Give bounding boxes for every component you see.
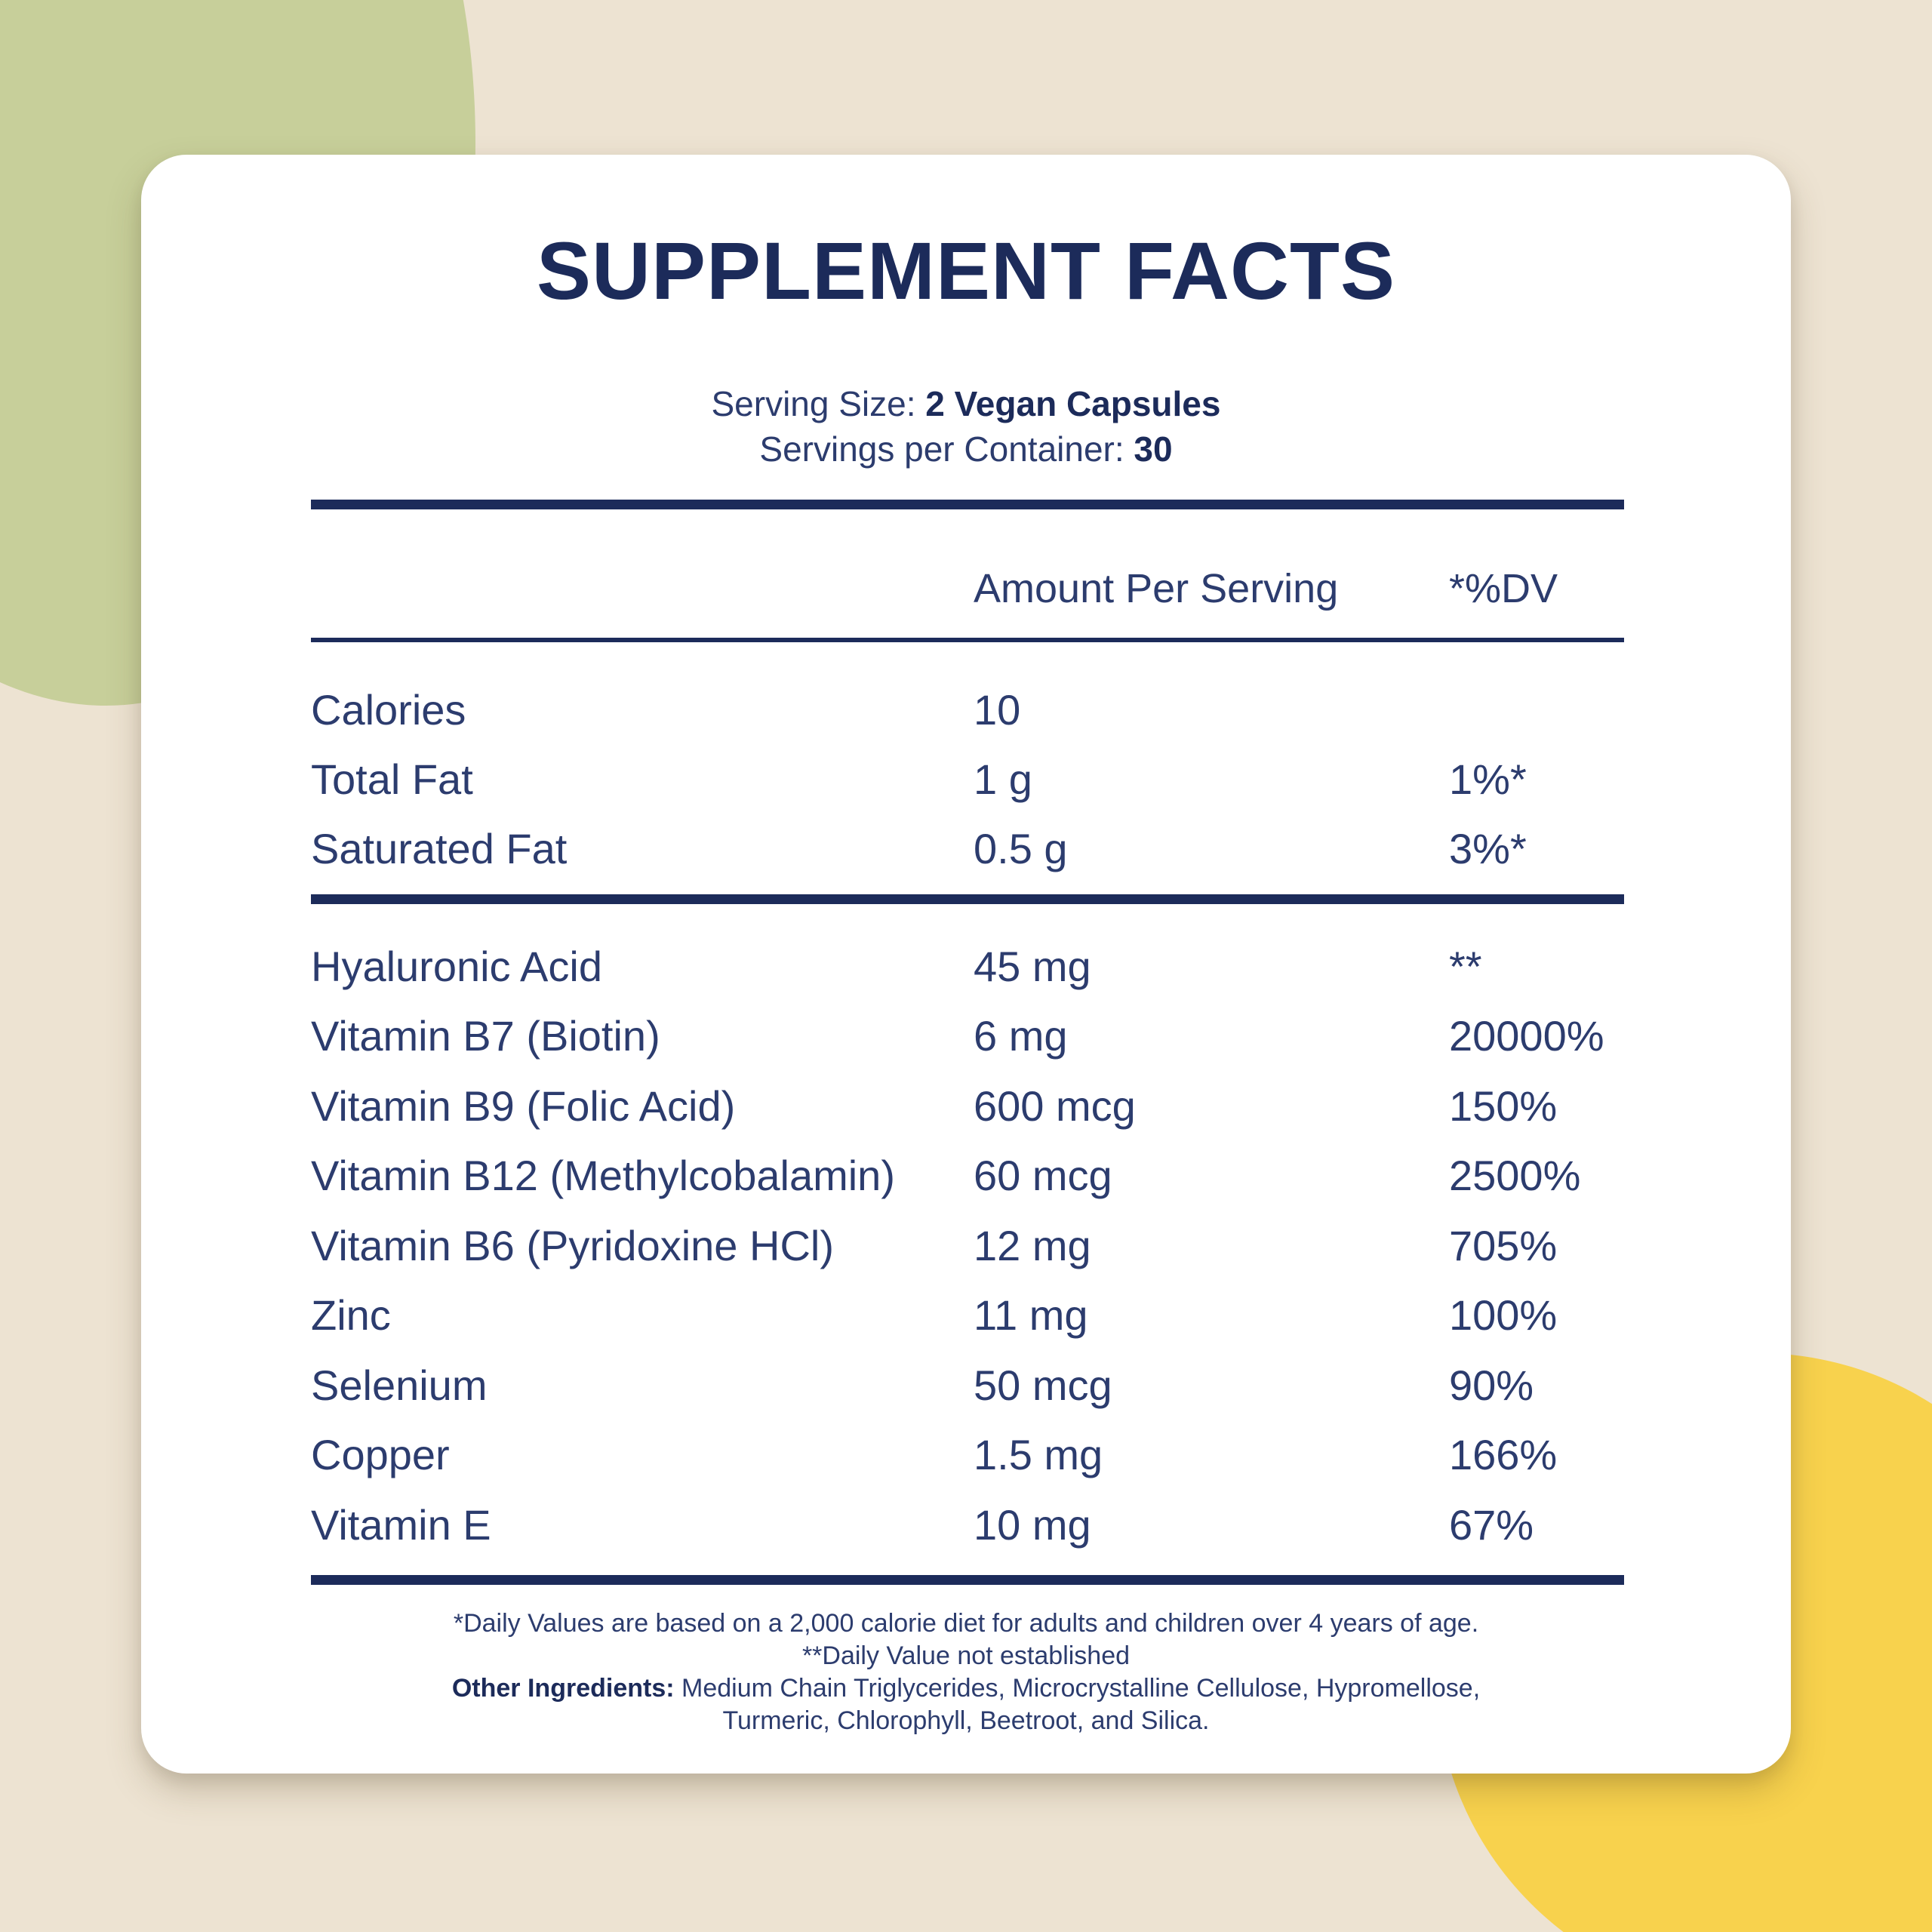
nutrient-rows: Hyaluronic Acid 45 mg ** Vitamin B7 (Bio… bbox=[311, 931, 1624, 1560]
row-dv: 20000% bbox=[1449, 1012, 1604, 1060]
row-label: Vitamin B9 (Folic Acid) bbox=[311, 1081, 736, 1130]
table-top-rule bbox=[311, 500, 1624, 509]
row-label: Hyaluronic Acid bbox=[311, 942, 602, 990]
serving-size-value: 2 Vegan Capsules bbox=[925, 384, 1221, 423]
row-label: Vitamin B7 (Biotin) bbox=[311, 1012, 660, 1060]
row-dv: 1%* bbox=[1449, 755, 1527, 803]
row-amount: 12 mg bbox=[974, 1221, 1091, 1269]
row-dv: 2500% bbox=[1449, 1152, 1581, 1200]
footnotes: *Daily Values are based on a 2,000 calor… bbox=[141, 1607, 1791, 1737]
row-label: Vitamin E bbox=[311, 1500, 491, 1549]
daily-values-footnote: *Daily Values are based on a 2,000 calor… bbox=[453, 1609, 1479, 1638]
row-label: Vitamin B6 (Pyridoxine HCl) bbox=[311, 1221, 834, 1269]
serving-info: Serving Size: 2 Vegan Capsules Servings … bbox=[141, 381, 1791, 472]
row-amount: 0.5 g bbox=[974, 824, 1068, 872]
row-amount: 600 mcg bbox=[974, 1081, 1136, 1130]
row-dv: ** bbox=[1449, 942, 1482, 990]
serving-size-label: Serving Size: bbox=[711, 384, 926, 423]
row-amount: 10 bbox=[974, 685, 1021, 734]
section-divider-rule bbox=[311, 894, 1624, 904]
macro-rows: Calories 10 Total Fat 1 g 1%* Saturated … bbox=[311, 675, 1624, 883]
header-spacer bbox=[311, 568, 974, 610]
row-amount: 11 mg bbox=[974, 1291, 1088, 1340]
serving-size-line: Serving Size: 2 Vegan Capsules bbox=[141, 381, 1791, 426]
header-percent-dv: *%DV bbox=[1449, 566, 1558, 611]
header-amount-per-serving: Amount Per Serving bbox=[974, 566, 1339, 611]
servings-per-container-label: Servings per Container: bbox=[759, 429, 1134, 469]
row-label: Calories bbox=[311, 685, 466, 734]
row-dv: 705% bbox=[1449, 1221, 1558, 1269]
other-ingredients-label: Other Ingredients: bbox=[451, 1674, 681, 1703]
row-dv: 3%* bbox=[1449, 824, 1527, 872]
supplement-facts-card: SUPPLEMENT FACTS Serving Size: 2 Vegan C… bbox=[141, 155, 1791, 1774]
servings-per-container-value: 30 bbox=[1134, 429, 1173, 469]
dv-not-established-footnote: **Daily Value not established bbox=[801, 1641, 1131, 1670]
row-dv: 100% bbox=[1449, 1291, 1558, 1340]
row-label: Copper bbox=[311, 1431, 450, 1479]
row-label: Zinc bbox=[311, 1291, 391, 1340]
row-label: Saturated Fat bbox=[311, 824, 568, 872]
row-dv: 90% bbox=[1449, 1361, 1534, 1409]
row-label: Selenium bbox=[311, 1361, 488, 1409]
row-dv: 150% bbox=[1449, 1081, 1558, 1130]
table-header-row: Amount Per Serving *%DV bbox=[311, 568, 1624, 610]
row-amount: 60 mcg bbox=[974, 1152, 1112, 1200]
other-ingredients-value: Medium Chain Triglycerides, Microcrystal… bbox=[681, 1674, 1481, 1735]
row-label: Vitamin B12 (Methylcobalamin) bbox=[311, 1152, 895, 1200]
page-title: SUPPLEMENT FACTS bbox=[536, 225, 1396, 316]
row-amount: 6 mg bbox=[974, 1012, 1068, 1060]
servings-per-container-line: Servings per Container: 30 bbox=[141, 426, 1791, 472]
table-bottom-rule bbox=[311, 1575, 1624, 1585]
other-ingredients-line: Other Ingredients: Medium Chain Triglyce… bbox=[400, 1672, 1532, 1737]
row-amount: 45 mg bbox=[974, 942, 1091, 990]
row-amount: 10 mg bbox=[974, 1500, 1091, 1549]
row-label: Total Fat bbox=[311, 755, 473, 803]
row-amount: 1.5 mg bbox=[974, 1431, 1103, 1479]
row-amount: 50 mcg bbox=[974, 1361, 1112, 1409]
row-dv: 166% bbox=[1449, 1431, 1558, 1479]
header-divider-rule bbox=[311, 638, 1624, 642]
row-amount: 1 g bbox=[974, 755, 1032, 803]
row-dv: 67% bbox=[1449, 1500, 1534, 1549]
